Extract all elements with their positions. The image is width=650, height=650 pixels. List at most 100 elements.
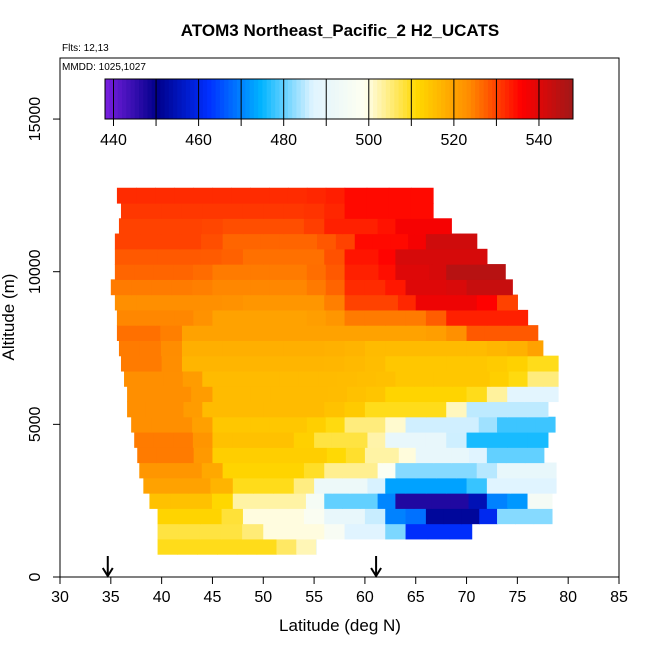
heatmap-cell [136,233,159,250]
heatmap-cell [222,462,244,479]
heatmap-cell [460,416,480,433]
x-tick-label: 45 [204,589,222,606]
y-tick-label: 5000 [27,406,44,442]
heatmap-cell [124,370,145,387]
heatmap-cell [508,370,529,387]
heatmap-cell [344,508,366,525]
heatmap-cell [502,325,521,341]
heatmap-cell [181,203,203,219]
heatmap-cell [385,523,407,540]
heatmap-cell [283,325,305,341]
heatmap-cell [231,264,251,280]
colorbar-swatch [470,79,476,119]
heatmap-cell [316,233,337,250]
heatmap-cell [431,493,451,509]
heatmap-cell [200,248,223,265]
heatmap-cell [269,264,289,280]
heatmap-cell [269,493,289,509]
heatmap-cell [171,279,193,296]
heatmap-cell [157,508,180,525]
colorbar-swatch [360,79,366,119]
heatmap-cell [222,355,244,372]
heatmap-cell [541,386,559,403]
heatmap-cell [446,386,468,403]
colorbar-tick-label: 440 [100,132,127,149]
heatmap-cell [131,416,153,433]
heatmap-cell [306,416,327,433]
heatmap-cell [143,370,164,387]
heatmap-cell [324,294,346,311]
heatmap-cell [222,340,244,357]
heatmap-cell [450,248,470,265]
x-tick-label: 85 [610,589,628,606]
heatmap-cell [114,294,137,311]
heatmap-cell [232,493,252,509]
heatmap-cell [325,416,346,433]
colorbar-swatch [487,79,493,119]
heatmap-cell [408,233,427,250]
heatmap-cell [507,340,529,357]
heatmap-cell [221,294,244,311]
heatmap-cell [116,187,137,204]
heatmap-cell [287,309,308,326]
heatmap-cell [283,203,305,219]
colorbar-swatch [313,79,319,119]
heatmap-cell [497,294,518,311]
heatmap-cell [427,523,451,540]
heatmap-cell [485,264,506,280]
y-axis: 0 5000 10000 15000 [27,97,60,581]
heatmap-cell [359,493,379,509]
heatmap-cell [388,203,412,219]
heatmap-cell [436,294,457,311]
heatmap-cell [385,401,407,418]
heatmap-cell [242,248,264,265]
heatmap-cell [507,493,529,509]
heatmap-cell [364,355,386,372]
heatmap-cell [263,462,285,479]
heatmap-cell [466,309,488,326]
colorbar-swatch [436,79,442,119]
heatmap-cell [325,309,346,326]
heatmap-cell [486,431,508,448]
colorbar-swatch [296,79,302,119]
heatmap-cell [202,203,224,219]
latitude-markers [101,556,382,578]
heatmap-cell [497,508,516,525]
heatmap-cell [327,386,348,403]
heatmap-cell [361,264,380,280]
heatmap-cell [497,462,518,479]
heatmap-cell [210,477,234,494]
heatmap-cell [425,508,445,525]
colorbar-swatch [390,79,395,119]
heatmap-cell [425,386,447,403]
heatmap-cell [269,187,289,204]
colorbar-swatch [228,79,234,119]
heatmap-cell [364,309,386,326]
heatmap-cell [345,447,366,464]
heatmap-cell [388,187,412,204]
heatmap-cell [344,523,366,540]
colorbar-swatch [198,79,204,119]
heatmap-cell [178,294,201,311]
heatmap-cell [425,401,447,418]
heatmap-cell [405,416,425,433]
heatmap-cell [201,218,224,235]
colorbar-swatch [109,79,114,119]
heatmap-cell [397,294,417,311]
heatmap-cell [242,401,264,418]
heatmap-cell [398,447,417,464]
heatmap-cell [174,447,195,464]
heatmap-cell [120,203,142,219]
heatmap-cell [433,370,453,387]
heatmap-cell [385,477,407,494]
heatmap-cell [139,218,162,235]
colorbar-swatch [538,79,544,119]
heatmap-cell [325,279,346,296]
heatmap-cell [160,340,183,357]
heatmap-cell [432,218,452,235]
heatmap-cell [405,279,427,296]
heatmap-cell [217,538,238,555]
heatmap-cell [450,493,470,509]
colorbar-swatch [441,79,446,119]
heatmap-cell [242,203,264,219]
